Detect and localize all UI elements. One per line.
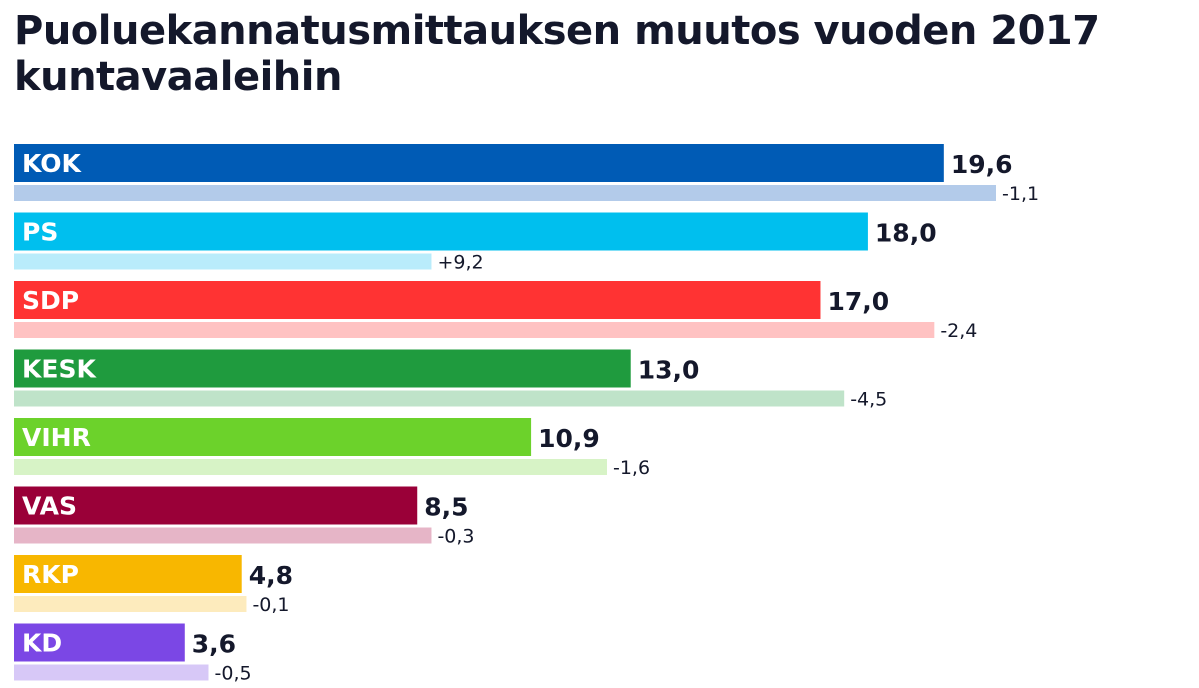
value-label-sdp: 17,0 — [827, 287, 889, 316]
bar-ps — [14, 212, 868, 251]
bar-sdp — [14, 281, 821, 319]
change-label-kok: -1,1 — [1002, 183, 1039, 205]
bar-label-sdp: SDP — [22, 286, 79, 315]
bar-group-ps: PS 18,0 +9,2 — [14, 212, 937, 274]
change-label-vihr: -1,6 — [613, 457, 650, 479]
bar-label-ps: PS — [22, 218, 58, 247]
bar-group-sdp: SDP 17,0 -2,4 — [14, 281, 977, 342]
change-bar-rkp — [14, 596, 247, 612]
bar-group-kd: KD 3,6 -0,5 — [14, 623, 252, 685]
change-bar-sdp — [14, 322, 935, 338]
bar-group-vihr: VIHR 10,9 -1,6 — [14, 418, 650, 479]
bar-label-vihr: VIHR — [22, 423, 91, 452]
change-label-sdp: -2,4 — [940, 320, 977, 342]
value-label-kd: 3,6 — [192, 630, 236, 659]
change-bar-kok — [14, 185, 996, 201]
bar-kok — [14, 144, 944, 182]
change-bar-vihr — [14, 459, 607, 475]
bar-label-vas: VAS — [22, 492, 77, 521]
change-label-kesk: -4,5 — [850, 389, 887, 411]
value-label-kok: 19,6 — [951, 150, 1013, 179]
bar-group-kok: KOK 19,6 -1,1 — [14, 144, 1039, 205]
value-label-rkp: 4,8 — [249, 561, 293, 590]
bar-label-kesk: KESK — [22, 355, 97, 384]
change-bar-vas — [14, 527, 432, 544]
change-bar-kesk — [14, 390, 845, 407]
change-label-vas: -0,3 — [437, 526, 474, 548]
bar-kesk — [14, 349, 631, 388]
bar-vas — [14, 486, 418, 525]
change-label-kd: -0,5 — [215, 663, 252, 685]
bar-group-kesk: KESK 13,0 -4,5 — [14, 349, 887, 411]
bar-label-kd: KD — [22, 629, 62, 658]
bar-rkp — [14, 555, 242, 593]
bar-label-kok: KOK — [22, 149, 83, 178]
bar-group-vas: VAS 8,5 -0,3 — [14, 486, 475, 548]
value-label-vas: 8,5 — [424, 493, 468, 522]
bar-kd — [14, 623, 185, 662]
change-label-ps: +9,2 — [437, 252, 483, 274]
value-label-kesk: 13,0 — [638, 356, 700, 385]
chart-title: Puoluekannatusmittauksen muutos vuoden 2… — [14, 8, 1100, 100]
value-label-vihr: 10,9 — [538, 424, 600, 453]
value-label-ps: 18,0 — [875, 219, 937, 248]
change-label-rkp: -0,1 — [252, 594, 289, 616]
bar-group-rkp: RKP 4,8 -0,1 — [14, 555, 293, 616]
bar-vihr — [14, 418, 532, 456]
change-bar-ps — [14, 253, 432, 270]
bar-label-rkp: RKP — [22, 560, 79, 589]
change-bar-kd — [14, 664, 209, 681]
